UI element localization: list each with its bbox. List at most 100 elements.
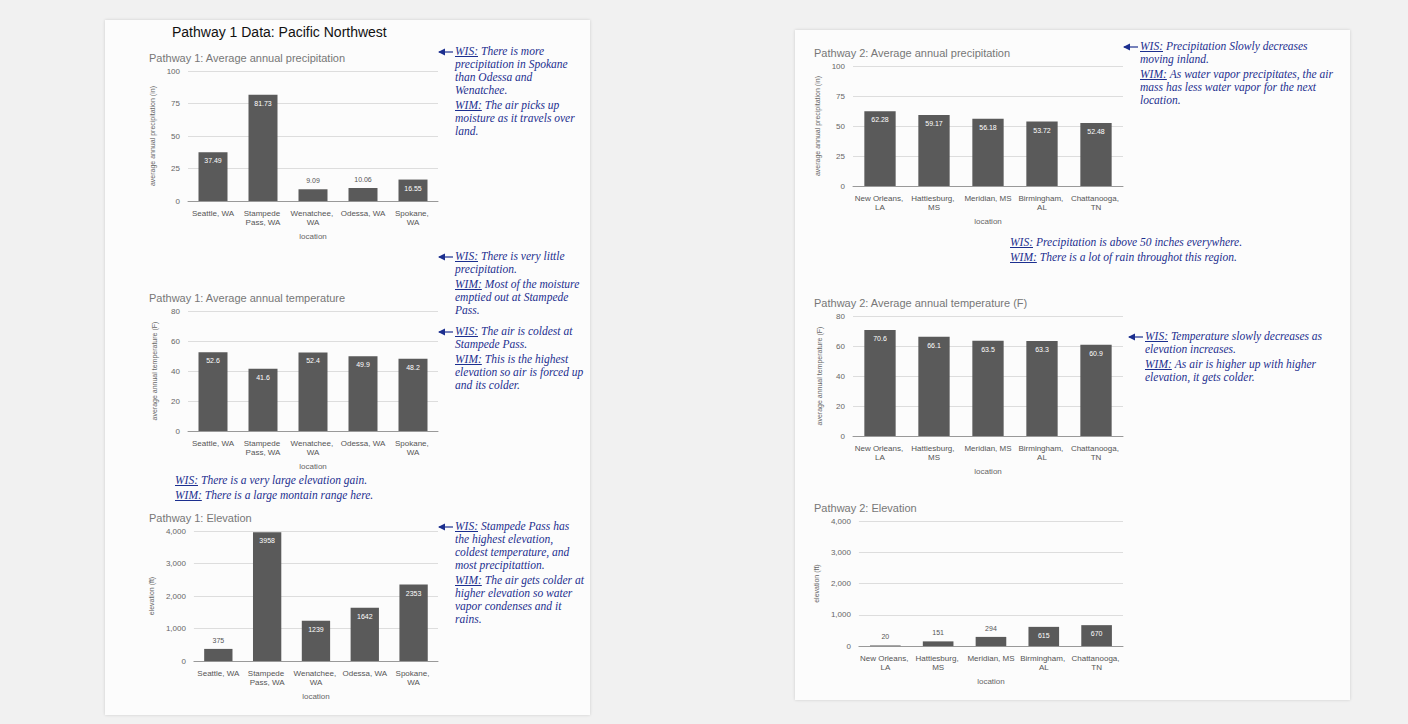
- svg-text:53.72: 53.72: [1033, 127, 1051, 134]
- svg-text:Wenatchee,: Wenatchee,: [291, 209, 336, 218]
- svg-text:WA: WA: [407, 678, 420, 687]
- svg-text:75: 75: [171, 99, 180, 108]
- svg-text:0: 0: [846, 642, 851, 651]
- svg-text:3,000: 3,000: [831, 548, 852, 557]
- svg-text:2353: 2353: [406, 590, 422, 597]
- svg-text:Pathway 1: Average annual prec: Pathway 1: Average annual precipitation: [149, 52, 345, 64]
- svg-text:151: 151: [932, 629, 944, 636]
- svg-text:40: 40: [171, 367, 180, 376]
- svg-text:Hattiesburg,: Hattiesburg,: [911, 444, 956, 453]
- svg-text:WA: WA: [407, 218, 420, 227]
- svg-text:Meridian, MS: Meridian, MS: [964, 444, 1011, 453]
- svg-text:1,000: 1,000: [831, 610, 852, 619]
- svg-text:Stampede: Stampede: [244, 439, 283, 448]
- svg-text:0: 0: [176, 197, 181, 206]
- svg-text:Seattle, WA: Seattle, WA: [197, 669, 240, 678]
- svg-text:Hattiesburg,: Hattiesburg,: [915, 654, 960, 663]
- svg-text:37.49: 37.49: [204, 157, 222, 164]
- svg-text:20: 20: [171, 397, 180, 406]
- svg-text:New Orleans,: New Orleans,: [855, 194, 906, 203]
- svg-text:Wenatchee,: Wenatchee,: [291, 439, 336, 448]
- svg-text:Birmingham,: Birmingham,: [1020, 654, 1067, 663]
- svg-text:75: 75: [836, 92, 845, 101]
- svg-text:80: 80: [171, 307, 180, 316]
- svg-text:Spokane,: Spokane,: [395, 439, 431, 448]
- svg-text:New Orleans,: New Orleans,: [860, 654, 911, 663]
- svg-text:52.4: 52.4: [306, 357, 320, 364]
- svg-text:MS: MS: [928, 203, 940, 212]
- svg-text:location: location: [299, 462, 327, 471]
- svg-text:52.6: 52.6: [206, 357, 220, 364]
- svg-text:0: 0: [841, 182, 846, 191]
- svg-text:elevation (ft): elevation (ft): [813, 564, 821, 603]
- svg-text:59.17: 59.17: [925, 120, 943, 127]
- svg-text:Seattle, WA: Seattle, WA: [192, 439, 235, 448]
- svg-text:100: 100: [167, 67, 181, 76]
- svg-text:0: 0: [181, 657, 186, 666]
- svg-text:average annual precipitation (: average annual precipitation (in): [149, 86, 157, 186]
- svg-text:elevation (ft): elevation (ft): [148, 577, 156, 616]
- svg-text:location: location: [974, 467, 1002, 476]
- svg-text:63.3: 63.3: [1035, 346, 1049, 353]
- svg-text:AL: AL: [1039, 663, 1049, 672]
- svg-text:average annual temperature (F): average annual temperature (F): [816, 327, 824, 426]
- svg-text:Meridian, MS: Meridian, MS: [967, 654, 1014, 663]
- svg-text:Spokane,: Spokane,: [396, 669, 432, 678]
- svg-text:TN: TN: [1091, 203, 1102, 212]
- svg-text:10.06: 10.06: [354, 176, 372, 183]
- svg-text:Pathway 2: Average annual temp: Pathway 2: Average annual temperature (F…: [814, 297, 1027, 309]
- svg-text:Pathway 1: Elevation: Pathway 1: Elevation: [149, 512, 252, 524]
- svg-text:TN: TN: [1091, 453, 1102, 462]
- svg-text:41.6: 41.6: [256, 374, 270, 381]
- svg-text:LA: LA: [875, 453, 885, 462]
- svg-text:Wenatchee,: Wenatchee,: [294, 669, 339, 678]
- svg-text:25: 25: [171, 164, 180, 173]
- svg-text:Seattle, WA: Seattle, WA: [192, 209, 235, 218]
- svg-text:50: 50: [171, 132, 180, 141]
- svg-text:48.2: 48.2: [406, 364, 420, 371]
- svg-text:location: location: [974, 217, 1002, 226]
- svg-text:0: 0: [176, 427, 181, 436]
- svg-text:location: location: [302, 692, 330, 701]
- svg-text:MS: MS: [932, 663, 944, 672]
- svg-text:Pass, WA: Pass, WA: [250, 678, 285, 687]
- svg-text:40: 40: [836, 372, 845, 381]
- svg-text:WA: WA: [407, 448, 420, 457]
- svg-text:Pathway 2: Elevation: Pathway 2: Elevation: [814, 502, 917, 514]
- svg-text:1642: 1642: [357, 613, 373, 620]
- svg-text:375: 375: [212, 637, 224, 644]
- svg-text:0: 0: [841, 432, 846, 441]
- svg-text:16.55: 16.55: [404, 185, 422, 192]
- svg-text:60: 60: [171, 337, 180, 346]
- svg-text:4,000: 4,000: [166, 527, 187, 536]
- svg-text:4,000: 4,000: [831, 517, 852, 526]
- svg-text:3958: 3958: [259, 537, 275, 544]
- svg-text:Meridian, MS: Meridian, MS: [964, 194, 1011, 203]
- svg-text:25: 25: [836, 152, 845, 161]
- svg-text:Chattanooga,: Chattanooga,: [1071, 194, 1121, 203]
- svg-text:80: 80: [836, 312, 845, 321]
- svg-text:Hattiesburg,: Hattiesburg,: [911, 194, 956, 203]
- svg-text:Pathway 2: Average annual prec: Pathway 2: Average annual precipitation: [814, 47, 1010, 59]
- svg-text:TN: TN: [1091, 663, 1102, 672]
- svg-text:Odessa, WA: Odessa, WA: [342, 669, 387, 678]
- svg-text:Pass, WA: Pass, WA: [246, 448, 281, 457]
- svg-text:100: 100: [832, 62, 846, 71]
- svg-text:Stampede: Stampede: [244, 209, 283, 218]
- svg-text:Birmingham,: Birmingham,: [1018, 194, 1065, 203]
- svg-text:New Orleans,: New Orleans,: [855, 444, 906, 453]
- svg-text:Pass, WA: Pass, WA: [246, 218, 281, 227]
- svg-text:location: location: [299, 232, 327, 241]
- svg-text:63.5: 63.5: [981, 346, 995, 353]
- svg-text:1239: 1239: [308, 626, 324, 633]
- svg-text:66.1: 66.1: [927, 342, 941, 349]
- svg-text:52.48: 52.48: [1087, 128, 1105, 135]
- svg-text:2,000: 2,000: [831, 579, 852, 588]
- svg-text:20: 20: [836, 402, 845, 411]
- svg-text:average annual temperature (F): average annual temperature (F): [151, 322, 159, 421]
- svg-text:2,000: 2,000: [166, 592, 187, 601]
- svg-text:Stampede: Stampede: [248, 669, 287, 678]
- svg-text:1,000: 1,000: [166, 624, 187, 633]
- svg-text:AL: AL: [1037, 453, 1047, 462]
- svg-text:LA: LA: [880, 663, 890, 672]
